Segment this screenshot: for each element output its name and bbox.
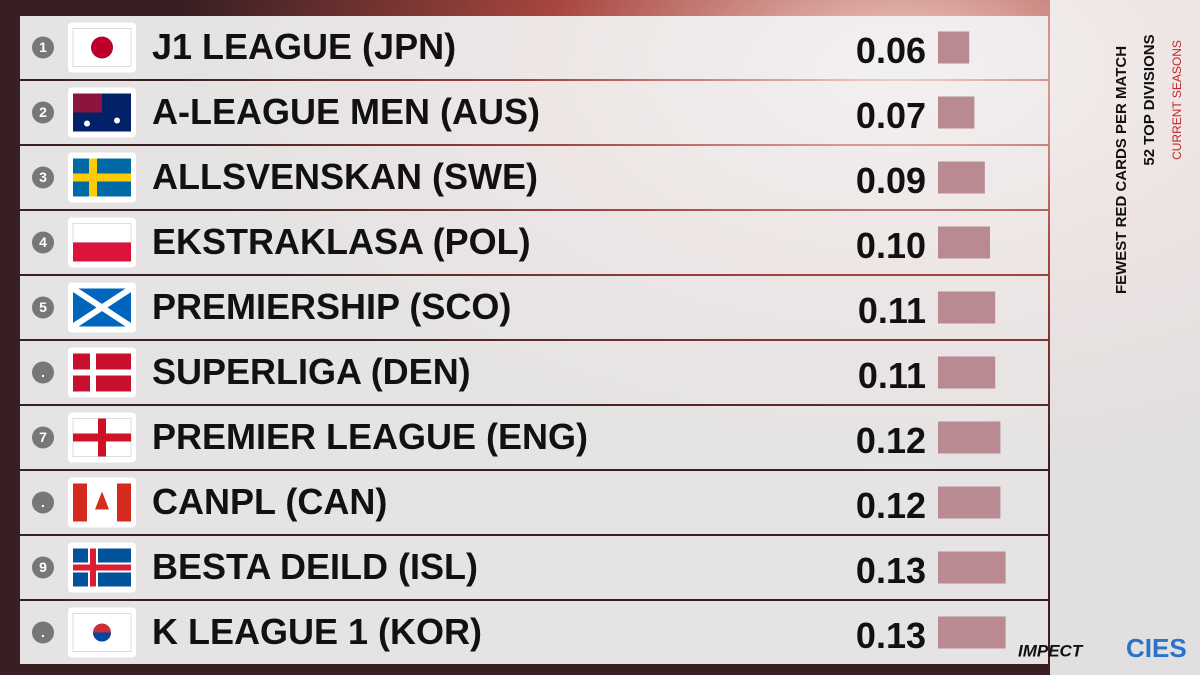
rank-label: 2 <box>39 104 47 120</box>
category-label: A-LEAGUE MEN (AUS) <box>152 91 540 132</box>
value-label: 0.12 <box>856 420 926 461</box>
logo-cies: CIES <box>1126 633 1187 663</box>
row-background <box>20 211 1048 274</box>
value-label: 0.10 <box>856 225 926 266</box>
bar <box>938 616 1006 649</box>
flag <box>114 117 120 124</box>
chart-subtitle: 52 TOP DIVISIONS <box>1141 34 1158 165</box>
chart-title: FEWEST RED CARDS PER MATCH <box>1113 46 1130 294</box>
flag <box>73 433 131 442</box>
flag <box>73 564 131 571</box>
flag <box>72 223 132 243</box>
chart-note: CURRENT SEASONS <box>1170 40 1184 160</box>
bar <box>938 96 975 129</box>
rank-badge <box>32 166 54 189</box>
flag <box>72 613 132 652</box>
bar <box>938 356 996 389</box>
rank-badge <box>32 426 54 449</box>
value-label: 0.09 <box>856 160 926 201</box>
flag <box>73 173 131 182</box>
rank-badge <box>32 621 54 644</box>
bar <box>938 486 1001 519</box>
value-label: 0.13 <box>856 550 926 591</box>
rank-badge <box>32 101 54 124</box>
row-background <box>20 601 1048 664</box>
row-background <box>20 16 1048 79</box>
value-label: 0.12 <box>856 485 926 526</box>
bar <box>938 551 1006 584</box>
category-label: J1 LEAGUE (JPN) <box>152 26 456 67</box>
value-label: 0.13 <box>856 615 926 656</box>
row-background <box>20 406 1048 469</box>
row-background <box>20 81 1048 144</box>
value-label: 0.11 <box>858 290 926 331</box>
rank-label: 7 <box>39 429 47 445</box>
row-background <box>20 471 1048 534</box>
flag <box>84 120 90 127</box>
flag <box>73 369 131 376</box>
rank-label: . <box>41 364 45 380</box>
row-background <box>20 536 1048 599</box>
category-label: K LEAGUE 1 (KOR) <box>152 611 482 652</box>
logo-impect: IMPECT <box>1018 641 1084 660</box>
category-label: SUPERLIGA (DEN) <box>152 351 471 392</box>
rank-badge <box>32 556 54 579</box>
rank-badge <box>32 296 54 319</box>
category-label: BESTA DEILD (ISL) <box>152 546 478 587</box>
category-label: PREMIER LEAGUE (ENG) <box>152 416 588 457</box>
category-label: ALLSVENSKAN (SWE) <box>152 156 538 197</box>
bar <box>938 291 996 324</box>
row-background <box>20 341 1048 404</box>
rank-label: 5 <box>39 299 47 315</box>
flag <box>91 36 113 59</box>
rank-badge <box>32 361 54 384</box>
side-panel <box>1050 0 1200 675</box>
category-label: CANPL (CAN) <box>152 481 387 522</box>
rank-label: . <box>41 624 45 640</box>
rank-label: 1 <box>39 39 47 55</box>
rank-label: 3 <box>39 169 47 185</box>
rank-badge <box>32 491 54 514</box>
flag <box>95 491 109 510</box>
rank-label: 9 <box>39 559 47 575</box>
flag <box>72 28 132 67</box>
row-background <box>20 276 1048 339</box>
rank-label: . <box>41 494 45 510</box>
value-label: 0.06 <box>856 30 926 71</box>
rows: 1 J1 LEAGUE (JPN) 0.06 2 A-LEAGUE MEN (AUS) 0… <box>20 16 1048 664</box>
rank-badge <box>32 231 54 254</box>
flag <box>71 285 133 330</box>
flag <box>73 93 102 113</box>
bar <box>938 31 970 64</box>
flag <box>117 483 131 522</box>
bar <box>938 226 990 259</box>
category-label: EKSTRAKLASA (POL) <box>152 221 531 262</box>
category-label: PREMIERSHIP (SCO) <box>152 286 511 327</box>
bar <box>938 421 1001 454</box>
rank-badge <box>32 36 54 59</box>
value-label: 0.11 <box>858 355 926 396</box>
flag <box>73 483 87 522</box>
value-label: 0.07 <box>856 95 926 136</box>
flag <box>93 632 111 642</box>
rank-label: 4 <box>39 234 47 250</box>
flag <box>73 242 131 262</box>
bar <box>938 161 985 194</box>
row-background <box>20 146 1048 209</box>
